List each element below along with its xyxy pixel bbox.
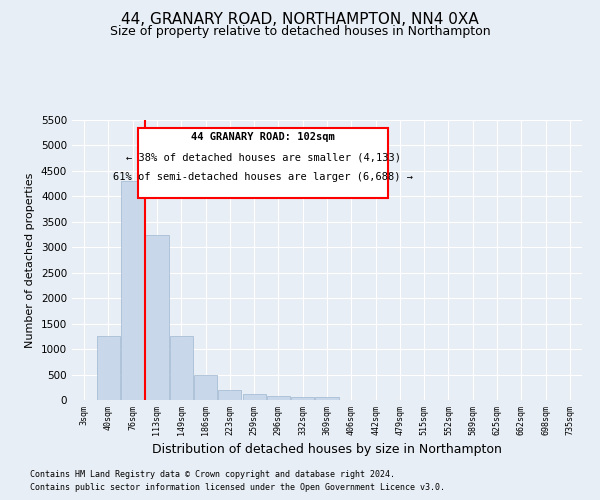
Text: 44, GRANARY ROAD, NORTHAMPTON, NN4 0XA: 44, GRANARY ROAD, NORTHAMPTON, NN4 0XA (121, 12, 479, 28)
Bar (267, 396, 290, 400)
Text: Contains public sector information licensed under the Open Government Licence v3: Contains public sector information licen… (30, 482, 445, 492)
Y-axis label: Number of detached properties: Number of detached properties (25, 172, 35, 348)
Text: ← 38% of detached houses are smaller (4,133): ← 38% of detached houses are smaller (4,… (126, 152, 401, 162)
Bar (194, 374, 217, 400)
Bar (291, 397, 314, 400)
Text: 61% of semi-detached houses are larger (6,688) →: 61% of semi-detached houses are larger (… (113, 172, 413, 182)
Bar (97, 336, 120, 400)
Text: 44 GRANARY ROAD: 102sqm: 44 GRANARY ROAD: 102sqm (191, 132, 335, 142)
Bar (170, 336, 193, 400)
Bar (218, 390, 241, 400)
Bar (121, 181, 144, 400)
Text: Contains HM Land Registry data © Crown copyright and database right 2024.: Contains HM Land Registry data © Crown c… (30, 470, 395, 479)
Bar (316, 398, 338, 400)
Bar (145, 234, 169, 400)
Bar (242, 394, 266, 400)
X-axis label: Distribution of detached houses by size in Northampton: Distribution of detached houses by size … (152, 443, 502, 456)
Text: Size of property relative to detached houses in Northampton: Size of property relative to detached ho… (110, 25, 490, 38)
